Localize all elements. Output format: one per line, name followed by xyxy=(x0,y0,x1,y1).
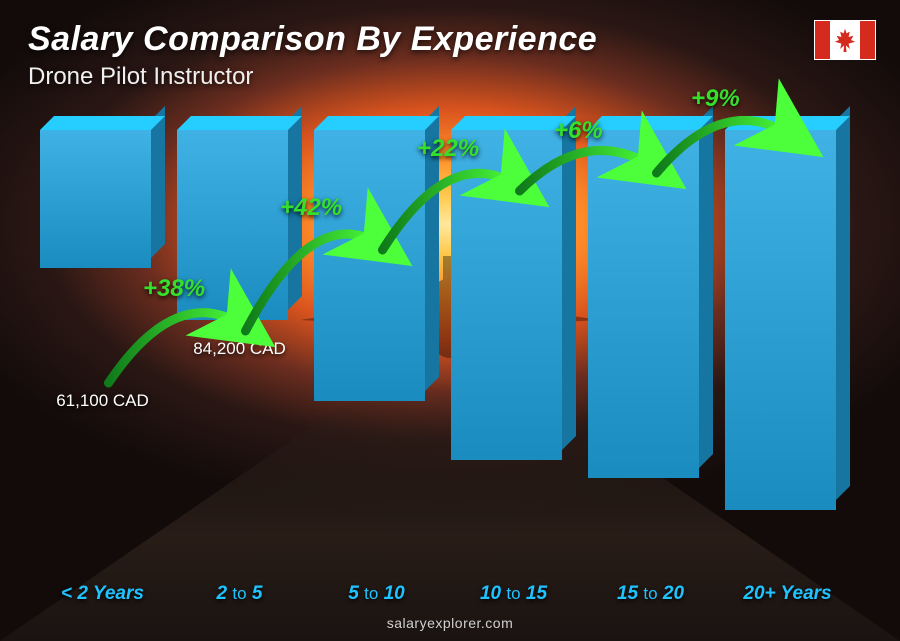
category-label: 5 to 10 xyxy=(314,583,439,605)
flag-center xyxy=(830,21,860,59)
bar-slot: 61,100 CAD xyxy=(40,130,165,571)
bar-side xyxy=(836,106,850,500)
bar-chart: 61,100 CAD84,200 CAD120,000 CAD146,000 C… xyxy=(40,130,850,571)
chart-subtitle: Drone Pilot Instructor xyxy=(28,63,872,91)
pct-label: +42% xyxy=(280,194,342,222)
bar-slot: 168,000 CAD xyxy=(725,130,850,571)
category-label: < 2 Years xyxy=(40,583,165,605)
footer-credit: salaryexplorer.com xyxy=(0,615,900,631)
bar-top xyxy=(40,116,165,130)
bar-front xyxy=(588,130,699,478)
bar xyxy=(588,130,713,478)
bar-front xyxy=(725,130,836,510)
category-label: 15 to 20 xyxy=(588,583,713,605)
value-label: 84,200 CAD xyxy=(152,339,327,359)
canada-flag xyxy=(814,20,876,60)
bar-slot: 146,000 CAD xyxy=(451,130,576,571)
bar-top xyxy=(725,116,850,130)
bar xyxy=(451,130,576,460)
flag-band-left xyxy=(815,21,830,59)
category-labels: < 2 Years 2 to 5 5 to 10 10 to 15 15 to 20 20… xyxy=(40,583,850,605)
bar-slot: 154,000 CAD xyxy=(588,130,713,571)
category-label: 10 to 15 xyxy=(451,583,576,605)
bar xyxy=(725,130,850,510)
value-label: 61,100 CAD xyxy=(15,391,190,411)
pct-label: +38% xyxy=(143,275,205,303)
bar-front xyxy=(40,130,151,268)
pct-label: +6% xyxy=(554,117,603,145)
category-label: 2 to 5 xyxy=(177,583,302,605)
bar-top xyxy=(314,116,439,130)
bar-front xyxy=(451,130,562,460)
bar-top xyxy=(177,116,302,130)
header: Salary Comparison By Experience Drone Pi… xyxy=(28,20,872,91)
category-label: 20+ Years xyxy=(725,583,850,605)
bar-side xyxy=(562,106,576,450)
bar-side xyxy=(151,106,165,258)
bar xyxy=(40,130,165,268)
chart-title: Salary Comparison By Experience xyxy=(28,20,872,59)
flag-band-right xyxy=(860,21,875,59)
bar-front xyxy=(314,130,425,401)
pct-label: +22% xyxy=(417,135,479,163)
bar-top xyxy=(588,116,713,130)
pct-label: +9% xyxy=(691,85,740,113)
bar xyxy=(314,130,439,401)
